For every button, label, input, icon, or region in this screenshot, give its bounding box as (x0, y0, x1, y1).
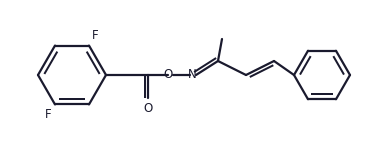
Text: O: O (163, 69, 173, 82)
Text: O: O (144, 102, 152, 115)
Text: F: F (45, 108, 52, 121)
Text: N: N (188, 69, 196, 82)
Text: F: F (92, 29, 99, 42)
